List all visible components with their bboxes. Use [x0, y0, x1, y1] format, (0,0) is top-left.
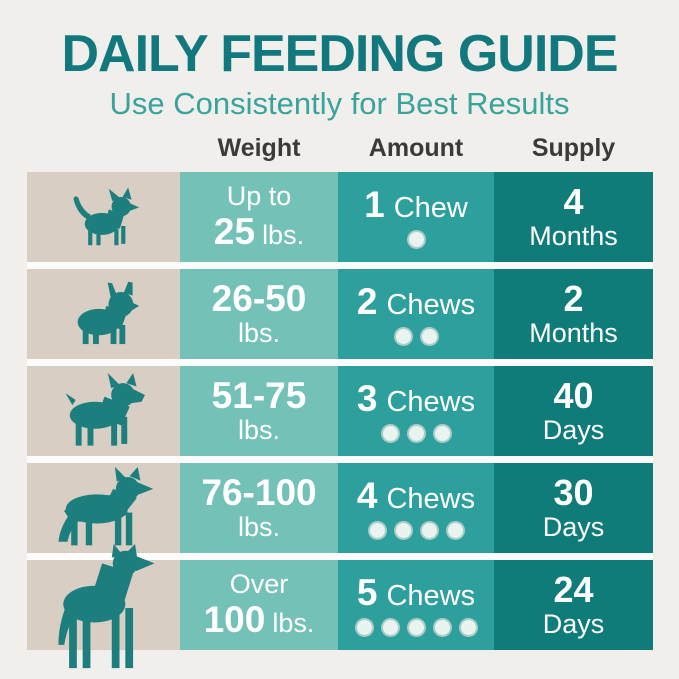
weight-unit: lbs. [272, 607, 315, 638]
chihuahua-icon [73, 187, 139, 246]
supply-value: 2 [563, 277, 584, 319]
header-amount: Amount [368, 134, 464, 162]
chew-label: Chews [386, 579, 476, 612]
dog-overflow-wrap [45, 544, 162, 672]
weight-value: 26-50 [211, 278, 307, 320]
amount-cell: 4 Chews [338, 463, 494, 553]
supply-unit: Days [542, 511, 605, 542]
dog-cell [27, 366, 180, 456]
page-subtitle: Use Consistently for Best Results [109, 86, 570, 121]
chew-label: Chews [386, 385, 476, 418]
amount-cell: 3 Chews [338, 366, 494, 456]
weight-cell: 51-75 lbs. [180, 366, 338, 456]
weight-unit: lbs. [237, 318, 281, 349]
spacer [27, 134, 180, 163]
amount-cell: 1 Chew [338, 172, 494, 262]
weight-value: 51-75 [211, 375, 307, 417]
weight-value: 25 [213, 210, 256, 252]
chew-dot [393, 327, 413, 347]
chew-count: 3 [356, 377, 378, 419]
weight-text: Up to [226, 181, 292, 212]
chew-dots [367, 521, 465, 541]
weight-cell: 76-100 lbs. [180, 463, 338, 553]
weight-value: 100 [203, 598, 266, 640]
chew-dot [393, 521, 413, 541]
weight-unit: lbs. [237, 415, 281, 446]
supply-value: 24 [553, 568, 594, 610]
chew-dot [380, 618, 400, 638]
dog-cell [27, 172, 180, 262]
chew-dot [406, 618, 426, 638]
chew-label: Chews [386, 482, 476, 515]
supply-value: 4 [563, 180, 584, 222]
weight-unit: lbs. [237, 512, 281, 543]
supply-value: 40 [553, 374, 594, 416]
feeding-table: Up to 25 lbs. 1 Chew 4 Months [27, 172, 653, 669]
german-shepherd-icon [57, 467, 153, 546]
chew-dots [406, 230, 426, 250]
weight-text: Over [229, 569, 289, 600]
supply-cell: 24 Days [494, 560, 653, 650]
boxer-icon [65, 373, 145, 446]
chew-count: 5 [356, 571, 378, 613]
chew-dot [432, 424, 452, 444]
chew-count: 2 [356, 280, 378, 322]
chew-dots [354, 618, 478, 638]
chew-dot [419, 521, 439, 541]
dog-cell [27, 463, 180, 553]
amount-cell: 5 Chews [338, 560, 494, 650]
french-bulldog-icon [77, 281, 139, 345]
amount-cell: 2 Chews [338, 269, 494, 359]
supply-unit: Months [529, 317, 618, 348]
chew-dot [445, 521, 465, 541]
chew-dot [367, 521, 387, 541]
supply-cell: 4 Months [494, 172, 653, 262]
weight-cell: Over 100 lbs. [180, 560, 338, 650]
chew-dot [419, 327, 439, 347]
chew-dot [406, 230, 426, 250]
page-title: DAILY FEEDING GUIDE [61, 25, 619, 83]
header-weight: Weight [217, 134, 301, 162]
chew-label: Chew [393, 191, 468, 224]
supply-unit: Days [542, 414, 605, 445]
chew-label: Chews [386, 288, 476, 321]
chew-count: 4 [356, 474, 378, 516]
supply-unit: Months [529, 220, 618, 251]
weight-cell: Up to 25 lbs. [180, 172, 338, 262]
supply-cell: 2 Months [494, 269, 653, 359]
chew-dot [432, 618, 452, 638]
supply-unit: Days [542, 608, 605, 639]
dog-cell [27, 544, 180, 669]
chew-dot [458, 618, 478, 638]
chew-dots [380, 424, 452, 444]
weight-cell: 26-50 lbs. [180, 269, 338, 359]
chew-dot [406, 424, 426, 444]
dog-cell [27, 269, 180, 359]
supply-value: 30 [553, 471, 594, 513]
supply-cell: 30 Days [494, 463, 653, 553]
chew-dot [354, 618, 374, 638]
column-headers: Weight Amount Supply [27, 134, 653, 163]
weight-unit: lbs. [262, 219, 305, 250]
chew-dot [380, 424, 400, 444]
great-dane-icon [57, 544, 154, 669]
weight-value: 76-100 [201, 472, 317, 514]
chew-count: 1 [364, 183, 385, 225]
header-supply: Supply [531, 134, 616, 162]
supply-cell: 40 Days [494, 366, 653, 456]
chew-dots [393, 327, 439, 347]
